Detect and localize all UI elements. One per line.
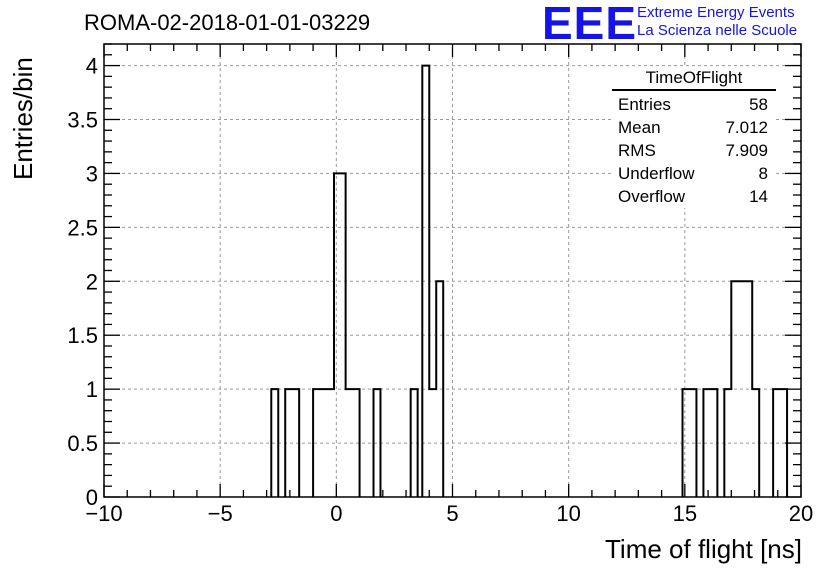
logo-caption-line-1: Extreme Energy Events bbox=[637, 4, 795, 21]
stats-row-mean: Mean 7.012 bbox=[612, 116, 776, 139]
x-axis-label: Time of flight [ns] bbox=[605, 534, 802, 564]
axis-ticks bbox=[103, 43, 802, 498]
chart-title: ROMA-02-2018-01-01-03229 bbox=[84, 10, 371, 35]
logo-caption: Extreme Energy Events La Scienza nelle S… bbox=[637, 4, 797, 40]
stats-value: 7.012 bbox=[725, 118, 768, 137]
y-tick-label: 0.5 bbox=[67, 431, 98, 456]
stats-value: 8 bbox=[758, 164, 768, 183]
stats-box: TimeOfFlight Entries 58 Mean 7.012 RMS 7… bbox=[612, 68, 776, 208]
stats-label: Mean bbox=[618, 118, 661, 137]
x-tick-label: −5 bbox=[208, 501, 233, 526]
x-tick-label: −10 bbox=[85, 501, 122, 526]
stats-box-title: TimeOfFlight bbox=[612, 68, 776, 91]
y-tick-labels: 0 0.5 1 1.5 2 2.5 3 3.5 4 bbox=[67, 54, 98, 510]
stats-row-entries: Entries 58 bbox=[612, 93, 776, 116]
stats-row-rms: RMS 7.909 bbox=[612, 139, 776, 162]
y-tick-label: 2 bbox=[86, 269, 98, 294]
x-tick-label: 15 bbox=[673, 501, 697, 526]
stats-label: Entries bbox=[618, 95, 671, 114]
x-tick-label: 20 bbox=[789, 501, 813, 526]
x-tick-label: 0 bbox=[330, 501, 342, 526]
x-tick-label: 5 bbox=[446, 501, 458, 526]
y-tick-label: 1 bbox=[86, 377, 98, 402]
x-tick-labels: −10 −5 0 5 10 15 20 bbox=[85, 501, 813, 526]
eee-logo: EEE bbox=[542, 0, 638, 49]
y-tick-label: 1.5 bbox=[67, 323, 98, 348]
y-axis-label: Entries/bin bbox=[8, 57, 38, 180]
plot-frame bbox=[103, 43, 802, 498]
x-tick-label: 10 bbox=[556, 501, 580, 526]
stats-label: Underflow bbox=[618, 164, 695, 183]
stats-value: 58 bbox=[749, 95, 768, 114]
y-tick-label: 2.5 bbox=[67, 215, 98, 240]
y-tick-label: 0 bbox=[86, 485, 98, 510]
stats-label: Overflow bbox=[618, 187, 686, 206]
stats-row-overflow: Overflow 14 bbox=[612, 185, 776, 208]
stats-row-underflow: Underflow 8 bbox=[612, 162, 776, 185]
histogram-outline bbox=[270, 64, 789, 497]
y-tick-label: 3.5 bbox=[67, 108, 98, 133]
stats-value: 14 bbox=[749, 187, 768, 206]
logo-caption-line-2: La Scienza nelle Scuole bbox=[637, 22, 798, 39]
y-tick-label: 3 bbox=[86, 161, 98, 186]
stats-label: RMS bbox=[618, 141, 656, 160]
grid-lines bbox=[104, 44, 801, 497]
y-tick-label: 4 bbox=[86, 54, 98, 79]
stats-value: 7.909 bbox=[725, 141, 768, 160]
